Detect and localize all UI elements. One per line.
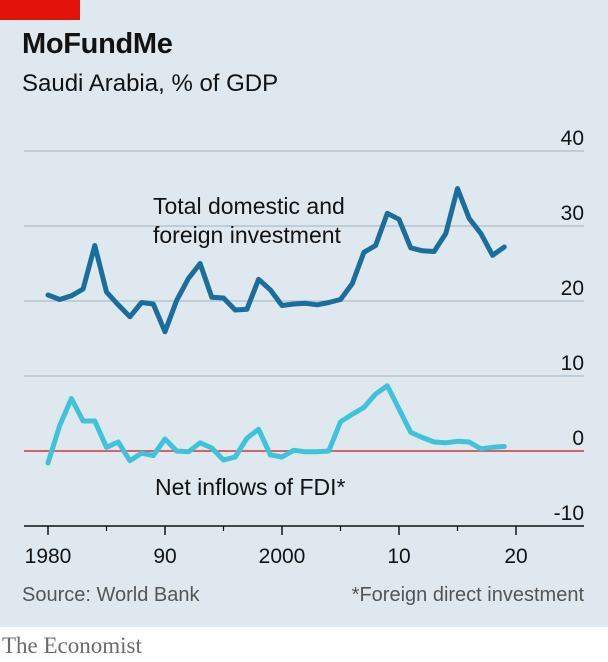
x-tick-label: 90 xyxy=(153,545,176,568)
x-tick-label: 10 xyxy=(387,545,410,568)
y-tick-label: 20 xyxy=(561,277,584,300)
x-tick-label: 2000 xyxy=(259,545,306,568)
chart-subtitle: Saudi Arabia, % of GDP xyxy=(22,70,279,97)
brand-red-tag xyxy=(0,0,80,20)
chart-title: MoFundMe xyxy=(22,28,173,60)
y-tick-label: 40 xyxy=(561,127,584,150)
source-note: Source: World Bank xyxy=(22,584,200,606)
brand-bar xyxy=(0,627,608,662)
y-tick-label: 10 xyxy=(561,352,584,375)
series-label-line: Total domestic and xyxy=(153,193,345,219)
investment-series-label: Total domestic and foreign investment xyxy=(153,193,345,248)
publisher-logo: The Economist xyxy=(2,633,142,658)
fdi-series-label: Net inflows of FDI* xyxy=(155,474,345,500)
series-label-line: foreign investment xyxy=(153,222,342,248)
y-tick-label: -10 xyxy=(554,502,584,525)
line-chart: 40 30 20 10 0 -10 1980 90 2000 10 20 Total domestic… xyxy=(24,127,584,568)
footnote: *Foreign direct investment xyxy=(351,584,584,606)
series-label-line: Net inflows of FDI* xyxy=(155,474,345,500)
y-tick-label: 30 xyxy=(561,202,584,225)
x-tick-label: 20 xyxy=(504,545,527,568)
y-tick-label: 0 xyxy=(572,427,584,450)
x-tick-label: 1980 xyxy=(25,545,72,568)
fdi-series-line xyxy=(45,383,507,466)
investment-series-line xyxy=(45,186,507,335)
